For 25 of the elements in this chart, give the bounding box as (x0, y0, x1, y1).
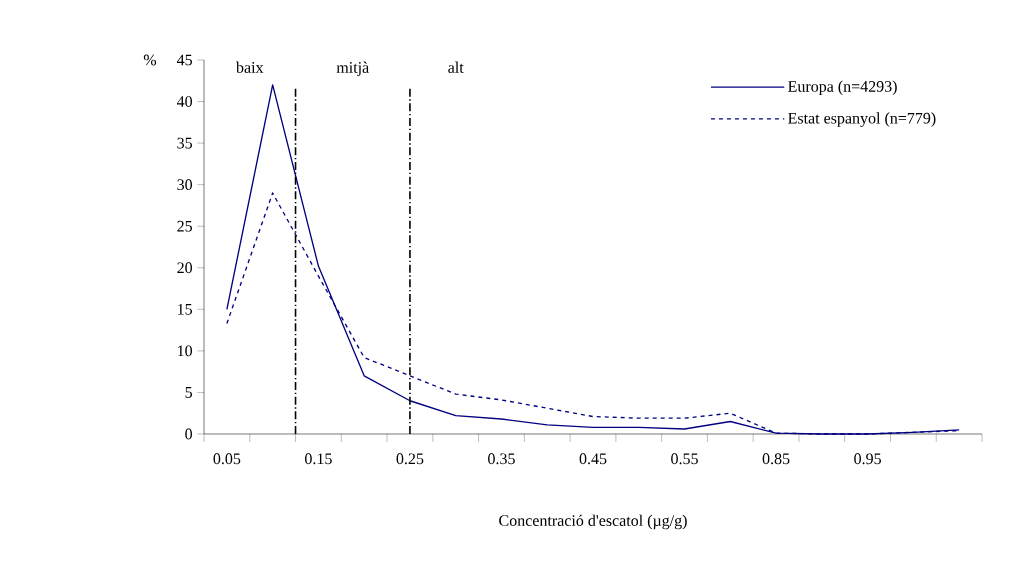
legend-label: Europa (n=4293) (788, 80, 897, 96)
y-axis-title: % (143, 54, 157, 66)
legend-label: Estat espanyol (n=779) (788, 112, 936, 127)
x-tick-label: 0.05 (213, 453, 241, 465)
y-tick-label: 35 (177, 137, 193, 149)
annotation: mitjà (336, 61, 369, 77)
x-axis-title: Concentració d'escatol (µg/g) (499, 514, 687, 530)
y-tick-label: 15 (178, 303, 193, 315)
x-tick-label: 0.85 (762, 453, 790, 465)
y-tick-label: 40 (176, 96, 193, 107)
y-tick-label: 25 (177, 220, 193, 232)
y-tick-label: 30 (177, 179, 193, 191)
x-tick-label: 0.55 (671, 453, 698, 465)
x-tick-label: 0.45 (579, 453, 607, 465)
y-tick-label: 20 (177, 262, 193, 274)
x-tick-label: 0.15 (305, 453, 332, 465)
y-tick-label: 10 (178, 345, 193, 357)
x-tick-label: 0.25 (396, 453, 424, 465)
y-tick-label: 45 (176, 54, 193, 66)
x-tick-label: 0.95 (854, 453, 881, 465)
annotation: alt (448, 61, 464, 73)
x-tick-label: 0.35 (488, 453, 515, 465)
y-tick-label: 0 (185, 428, 193, 440)
annotation: baix (236, 61, 264, 73)
y-tick-label: 5 (185, 387, 193, 398)
